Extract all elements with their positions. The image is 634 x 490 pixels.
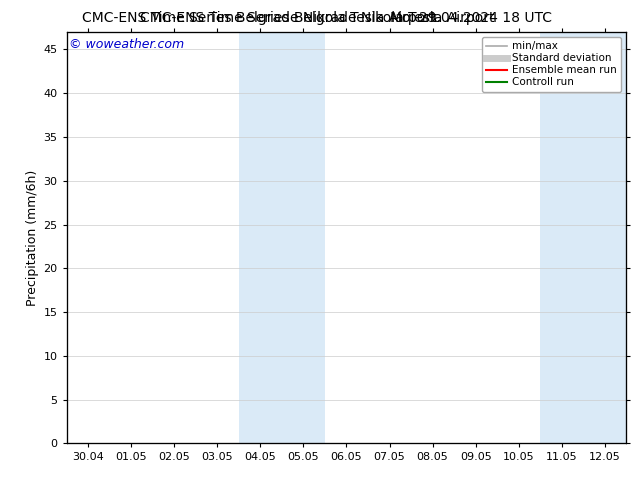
Text: CMC-ENS Time Series Belgrade Nikola Tesla Airport: CMC-ENS Time Series Belgrade Nikola Tesl… (139, 11, 495, 25)
Bar (540, 32, 626, 443)
Text: CMC-ENS Time Series Belgrade Nikola Tesla Airport: CMC-ENS Time Series Belgrade Nikola Tesl… (82, 11, 437, 25)
Legend: min/max, Standard deviation, Ensemble mean run, Controll run: min/max, Standard deviation, Ensemble me… (482, 37, 621, 92)
Text: Mo. 29.04.2024 18 UTC: Mo. 29.04.2024 18 UTC (389, 11, 552, 25)
Text: © woweather.com: © woweather.com (69, 38, 184, 51)
Y-axis label: Precipitation (mm/6h): Precipitation (mm/6h) (26, 170, 39, 306)
Bar (239, 32, 325, 443)
